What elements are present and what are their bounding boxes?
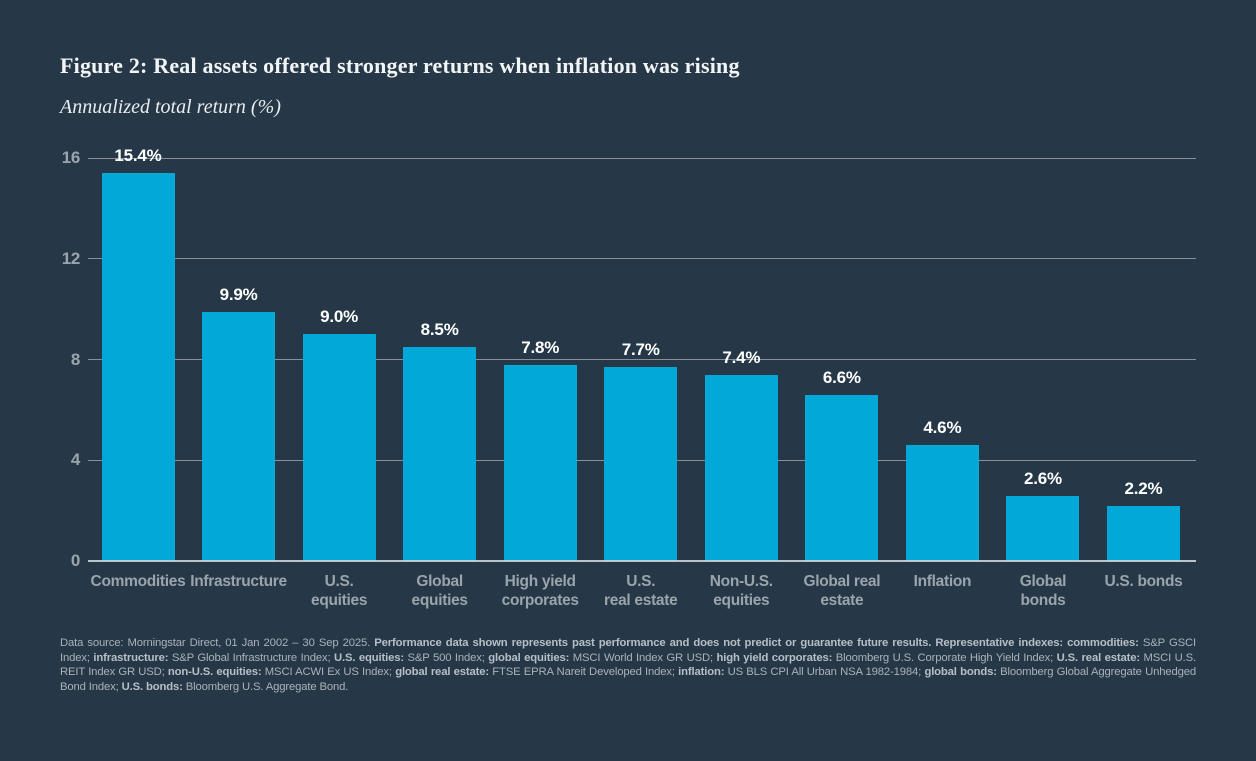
value-label: 9.0% [320,307,359,327]
bar-commodities [101,173,175,561]
bar-u-s-equities [302,334,376,561]
footnote-segment: S&P 500 Index; [403,651,489,664]
gridline-8 [88,359,1196,360]
category-label: Commodities [90,573,186,590]
footnote-segment: Bloomberg U.S. Corporate High Yield Inde… [832,651,1057,664]
category-label: Global bonds [1019,573,1067,609]
footnote-segment-bold: global equities: [488,651,570,664]
y-tick-label-16: 16 [61,148,81,167]
value-label: 7.8% [521,337,560,357]
footnote-segment: S&P GSCI Index; [60,637,1196,664]
footnote-segment: MSCI U.S. REIT Index GR USD; [60,651,1196,679]
category-label: Non-U.S. equities [709,573,773,609]
footnote-segment: Data source: Morningstar Direct, 01 Jan … [60,637,375,649]
y-tick-label-0: 0 [70,551,80,570]
plot-area: 0 4 8 12 16 15.4% Commodities 9.9% Infrastructur… [62,146,1196,609]
footnote-segment: FTSE EPRA Nareit Developed Index; [488,666,679,679]
footnote-segment-bold: non-U.S. equities: [167,666,262,679]
bar-u-s-real-estate [604,367,678,561]
bar-global-equities [403,346,477,561]
chart-title: Figure 2: Real assets offered stronger r… [60,53,740,78]
footnote-segment-bold: inflation: [678,666,725,679]
value-label: 6.6% [822,367,861,387]
footnote-segment-bold: Performance data shown represents past p… [374,637,1139,649]
bar-global-real-estate [805,394,879,561]
footnote-segment: MSCI World Index GR USD; [569,651,717,664]
y-tick-label-12: 12 [61,248,81,268]
category-label: Inflation [913,573,972,590]
footnote-segment-bold: U.S. bonds: [121,680,183,693]
footnote-segment: Bloomberg Global Aggregate Unhedged Bond… [60,666,1197,693]
footnote-segment: S&P Global Infrastructure Index; [168,651,334,664]
footnote-segment-bold: high yield corporates: [716,651,833,664]
category-label: Global real estate [803,573,881,609]
bar-non-u-s-equities [704,374,778,561]
footnote-segment-bold: U.S. equities: [333,651,404,664]
category-label: Global equities [411,573,468,609]
gridline-12 [88,258,1196,260]
bar-inflation [905,445,979,561]
bar-u-s-bonds [1107,505,1180,561]
footnote-segment-bold: global bonds: [924,666,997,679]
footnote-segment-bold: global real estate: [395,666,489,679]
value-label: 15.4% [114,146,162,166]
x-axis-line [88,560,1196,562]
footnote-segment: MSCI ACWI Ex US Index; [261,666,396,679]
chart-subtitle: Annualized total return (%) [60,96,281,118]
value-label: 7.7% [621,340,660,360]
value-label: 2.6% [1023,468,1062,488]
bar-high-yield-corporates [503,364,577,561]
value-label: 4.6% [923,418,962,438]
footnote-segment: Bloomberg U.S. Aggregate Bond. [182,680,349,693]
category-label: Infrastructure [190,573,287,590]
category-label: U.S. bonds [1104,573,1183,590]
bar-infrastructure [202,311,276,561]
footnote-segment: US BLS CPI All Urban NSA 1982-1984; [724,666,925,679]
value-label: 2.2% [1124,478,1163,498]
value-label: 7.4% [722,347,761,367]
category-label: U.S. real estate [604,573,678,609]
y-tick-label-4: 4 [70,450,80,470]
footnote: Data source: Morningstar Direct, 01 Jan … [60,636,1196,694]
bar-global-bonds [1006,495,1080,561]
value-label: 8.5% [420,319,459,339]
category-label: U.S. equities [311,573,368,609]
footnote-segment-bold: U.S. real estate: [1056,651,1140,664]
y-tick-label-8: 8 [70,349,80,369]
footnote-segment-bold: infrastructure: [93,651,169,664]
category-label: High yield corporates [501,573,579,609]
value-label: 9.9% [219,284,258,304]
gridline-16 [88,157,1196,159]
